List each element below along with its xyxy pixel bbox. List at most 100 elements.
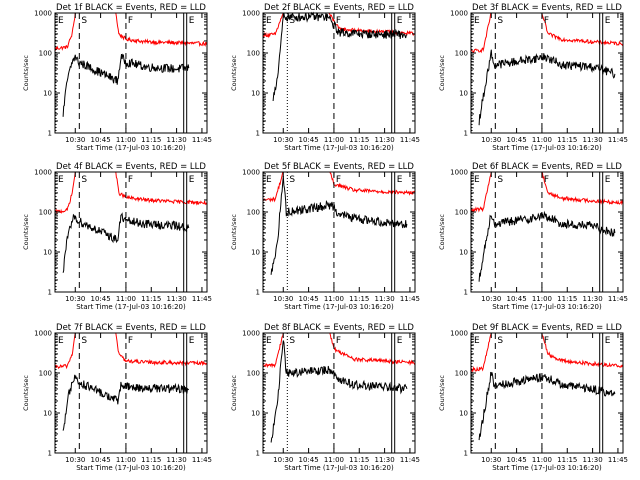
y-tick-label: 10 (43, 249, 52, 257)
x-tick-label: 11:15 (557, 136, 577, 144)
x-axis-label: Start Time (17-Jul-03 10:16:20) (76, 144, 186, 152)
y-tick-label: 10 (251, 90, 260, 98)
panel-title: Det 7f BLACK = Events, RED = LLD (56, 323, 206, 333)
x-axis-label: Start Time (17-Jul-03 10:16:20) (284, 303, 394, 311)
x-tick-label: 10:30 (481, 456, 501, 464)
marker-label: E (605, 336, 611, 346)
y-tick-label: 1 (256, 289, 260, 297)
x-axis-label: Start Time (17-Jul-03 10:16:20) (284, 144, 394, 152)
y-tick-label: 1 (256, 130, 260, 138)
x-axis-label: Start Time (17-Jul-03 10:16:20) (284, 464, 394, 472)
x-axis-label: Start Time (17-Jul-03 10:16:20) (492, 464, 602, 472)
x-tick-label: 10:30 (481, 136, 501, 144)
marker-label: E (266, 336, 272, 346)
panel-det-8: Det 8f BLACK = Events, RED = LLD E S F E 1 10 1… (230, 323, 420, 472)
marker-label: S (81, 336, 87, 346)
y-tick-label: 1000 (450, 169, 468, 177)
marker-label: F (336, 175, 341, 185)
panel-det-6: Det 6f BLACK = Events, RED = LLD E S F E 1 10 1… (438, 162, 628, 311)
x-axis-label: Start Time (17-Jul-03 10:16:20) (76, 464, 186, 472)
y-tick-label: 10 (459, 249, 468, 257)
panel-det-3: Det 3f BLACK = Events, RED = LLD E S F E 1 10 1… (438, 3, 628, 152)
x-tick-label: 11:45 (400, 456, 420, 464)
marker-label: E (58, 16, 64, 26)
x-tick-label: 11:15 (141, 456, 161, 464)
panel-det-1: Det 1f BLACK = Events, RED = LLD E S F E 1 10 1… (22, 3, 212, 152)
series-events-line (478, 371, 616, 441)
plot-frame (54, 12, 208, 134)
x-tick-label: 11:45 (608, 456, 628, 464)
x-tick-label: 11:00 (116, 295, 136, 303)
y-axis-label: Counts/sec (438, 55, 446, 91)
plot-frame (470, 171, 624, 293)
y-tick-label: 1 (48, 130, 52, 138)
marker-label: E (397, 336, 403, 346)
y-tick-label: 100 (455, 209, 468, 217)
plot-frame (262, 171, 416, 293)
y-tick-label: 100 (247, 209, 260, 217)
x-tick-label: 10:45 (507, 456, 527, 464)
x-tick-label: 11:15 (557, 295, 577, 303)
x-axis-label: Start Time (17-Jul-03 10:16:20) (76, 303, 186, 311)
marker-label: S (289, 175, 295, 185)
y-tick-label: 1000 (34, 330, 52, 338)
x-tick-label: 11:00 (324, 136, 344, 144)
y-tick-label: 1000 (34, 169, 52, 177)
x-tick-label: 11:45 (608, 295, 628, 303)
y-tick-label: 1 (256, 450, 260, 458)
panel-title: Det 2f BLACK = Events, RED = LLD (264, 3, 414, 13)
y-tick-label: 1000 (242, 169, 260, 177)
marker-label: E (58, 175, 64, 185)
series-events-line (62, 212, 190, 273)
y-axis-label: Counts/sec (22, 375, 30, 411)
x-tick-label: 11:15 (349, 136, 369, 144)
y-tick-label: 1000 (450, 330, 468, 338)
panel-title: Det 4f BLACK = Events, RED = LLD (56, 162, 206, 172)
y-axis-label: Counts/sec (230, 55, 238, 91)
panel-det-2: Det 2f BLACK = Events, RED = LLD E S F E 1 10 1… (230, 3, 420, 152)
x-tick-label: 11:30 (375, 456, 395, 464)
series-events-line (478, 210, 616, 282)
x-tick-label: 10:30 (481, 295, 501, 303)
y-axis-label: Counts/sec (22, 55, 30, 91)
y-axis-label: Counts/sec (230, 214, 238, 250)
y-tick-label: 1000 (34, 10, 52, 18)
plot-frame (54, 332, 208, 454)
y-tick-label: 10 (43, 90, 52, 98)
y-axis-label: Counts/sec (230, 375, 238, 411)
x-tick-label: 11:30 (583, 456, 603, 464)
x-tick-label: 11:45 (608, 136, 628, 144)
y-tick-label: 10 (251, 410, 260, 418)
x-tick-label: 10:30 (65, 136, 85, 144)
x-tick-label: 11:00 (116, 136, 136, 144)
y-tick-label: 1 (464, 289, 468, 297)
x-tick-label: 11:30 (375, 295, 395, 303)
marker-label: E (58, 336, 64, 346)
x-tick-label: 10:30 (273, 456, 293, 464)
marker-label: S (497, 175, 503, 185)
panel-title: Det 6f BLACK = Events, RED = LLD (472, 162, 622, 172)
y-tick-label: 10 (251, 249, 260, 257)
plot-frame (262, 332, 416, 454)
x-tick-label: 10:45 (507, 136, 527, 144)
y-tick-label: 1000 (242, 10, 260, 18)
panel-title: Det 8f BLACK = Events, RED = LLD (264, 323, 414, 333)
x-tick-label: 11:00 (532, 295, 552, 303)
x-tick-label: 11:00 (532, 136, 552, 144)
marker-label: F (336, 336, 341, 346)
panel-title: Det 1f BLACK = Events, RED = LLD (56, 3, 206, 13)
marker-label: F (128, 336, 133, 346)
marker-label: E (605, 16, 611, 26)
y-tick-label: 100 (39, 50, 52, 58)
y-tick-label: 1 (48, 289, 52, 297)
x-axis-label: Start Time (17-Jul-03 10:16:20) (492, 303, 602, 311)
y-tick-label: 100 (247, 370, 260, 378)
marker-label: S (289, 336, 295, 346)
x-tick-label: 10:45 (91, 456, 111, 464)
marker-label: F (336, 16, 341, 26)
panel-title: Det 5f BLACK = Events, RED = LLD (264, 162, 414, 172)
marker-label: E (266, 16, 272, 26)
marker-label: F (544, 175, 549, 185)
y-tick-label: 100 (39, 209, 52, 217)
